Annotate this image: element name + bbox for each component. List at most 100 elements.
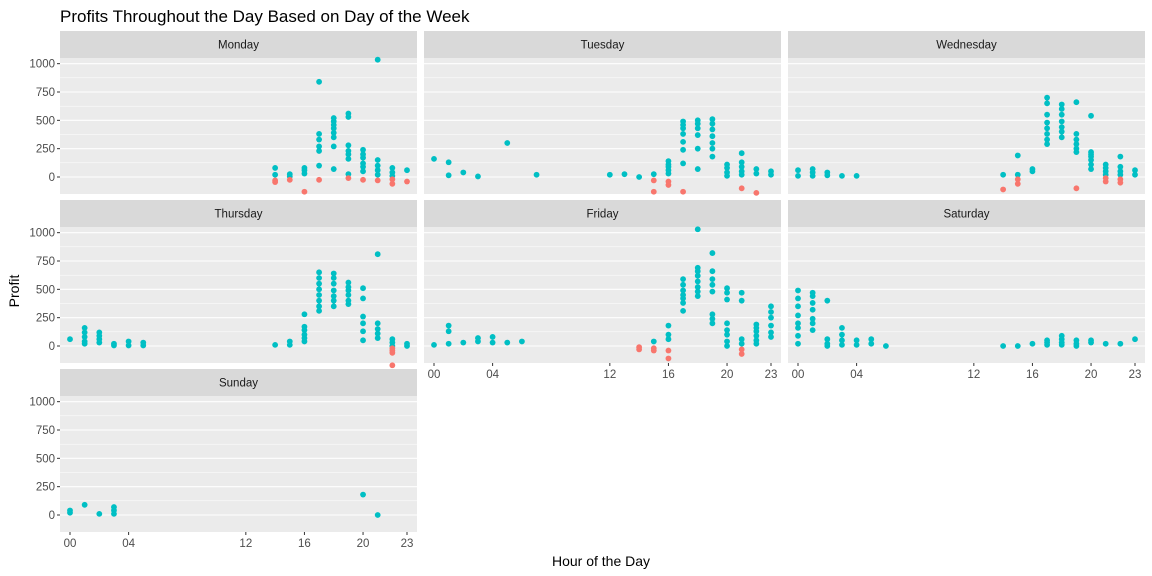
data-point: [374, 162, 381, 169]
data-point: [680, 188, 686, 195]
data-point: [824, 343, 831, 349]
data-point: [650, 338, 657, 345]
facet-strip: [788, 200, 1145, 227]
x-tick-label: 04: [486, 369, 499, 381]
facet-strip-label: Friday: [587, 209, 619, 221]
data-point: [853, 341, 860, 348]
data-point: [868, 336, 875, 343]
data-point: [1058, 128, 1065, 135]
data-point: [680, 276, 686, 283]
data-point: [1058, 106, 1065, 112]
data-point: [389, 165, 396, 171]
data-point: [330, 134, 337, 141]
data-point: [621, 171, 628, 178]
data-point: [316, 131, 322, 137]
data-point: [330, 129, 337, 136]
data-point: [1044, 94, 1050, 101]
data-point: [460, 169, 467, 176]
data-point: [709, 153, 716, 160]
data-point: [839, 331, 845, 338]
y-axis-title: Profit: [6, 275, 22, 308]
data-point: [709, 276, 716, 283]
data-point: [1044, 136, 1050, 143]
data-point: [650, 171, 657, 178]
data-point: [1014, 171, 1021, 178]
data-point: [301, 170, 308, 177]
data-point: [883, 343, 889, 349]
data-point: [431, 155, 437, 162]
data-point: [738, 163, 745, 170]
data-point: [345, 287, 352, 294]
data-point: [360, 295, 366, 302]
data-point: [724, 296, 730, 303]
data-point: [709, 311, 716, 318]
data-point: [345, 279, 352, 286]
data-point: [768, 303, 774, 310]
data-point: [680, 295, 686, 302]
data-point: [360, 163, 366, 170]
data-point: [680, 146, 686, 153]
data-point: [316, 280, 322, 287]
data-point: [286, 341, 293, 348]
data-point: [809, 306, 816, 313]
facet-saturday: Saturday 00 04 12 16 20 23: [788, 200, 1145, 381]
data-point: [665, 322, 672, 329]
data-point: [1117, 153, 1124, 160]
data-point: [1073, 185, 1080, 192]
data-point: [345, 151, 352, 158]
data-point: [1117, 340, 1124, 347]
facet-strip: [424, 200, 781, 227]
data-point: [345, 114, 352, 120]
data-point: [1044, 100, 1050, 107]
data-point: [809, 293, 816, 300]
data-point: [330, 303, 337, 310]
facet-sunday: Sunday 0 250 500 750 1000 00 04 12 16 20 23: [29, 369, 417, 550]
data-point: [316, 286, 322, 293]
data-point: [1088, 166, 1094, 172]
chart-title: Profits Throughout the Day Based on Day …: [60, 7, 470, 26]
x-tick-label: 23: [1129, 369, 1142, 381]
data-point: [1132, 336, 1138, 343]
data-point: [839, 172, 845, 179]
data-point: [709, 315, 716, 322]
data-point: [81, 324, 88, 331]
data-point: [404, 167, 410, 174]
data-point: [665, 347, 672, 354]
data-point: [1044, 111, 1050, 118]
data-point: [680, 300, 686, 306]
y-tick-label: 750: [36, 425, 55, 437]
data-point: [694, 120, 701, 127]
data-point: [1117, 171, 1124, 178]
data-point: [316, 275, 322, 281]
data-point: [460, 339, 467, 346]
data-point: [753, 328, 760, 335]
data-point: [606, 171, 613, 178]
x-tick-label: 04: [122, 538, 135, 550]
data-point: [724, 289, 730, 296]
facet-strip-label: Saturday: [943, 209, 989, 221]
data-point: [795, 287, 801, 294]
data-point: [1044, 341, 1050, 348]
data-point: [345, 142, 352, 149]
data-point: [489, 334, 496, 340]
data-point: [709, 126, 716, 133]
y-tick-label: 0: [49, 510, 55, 522]
data-point: [738, 351, 745, 357]
data-point: [1014, 152, 1021, 159]
data-point: [680, 125, 686, 132]
data-point: [374, 56, 381, 63]
data-point: [360, 154, 366, 161]
data-point: [724, 338, 730, 345]
data-point: [709, 116, 716, 123]
data-point: [680, 138, 686, 145]
data-point: [709, 281, 716, 288]
facet-panel: [60, 396, 417, 532]
y-tick-label: 500: [36, 453, 55, 465]
data-point: [665, 331, 672, 338]
data-point: [1000, 171, 1007, 178]
data-point: [272, 341, 279, 348]
y-tick-label: 1000: [29, 397, 55, 409]
data-point: [1058, 124, 1065, 131]
data-point: [81, 501, 88, 508]
data-point: [680, 160, 686, 167]
